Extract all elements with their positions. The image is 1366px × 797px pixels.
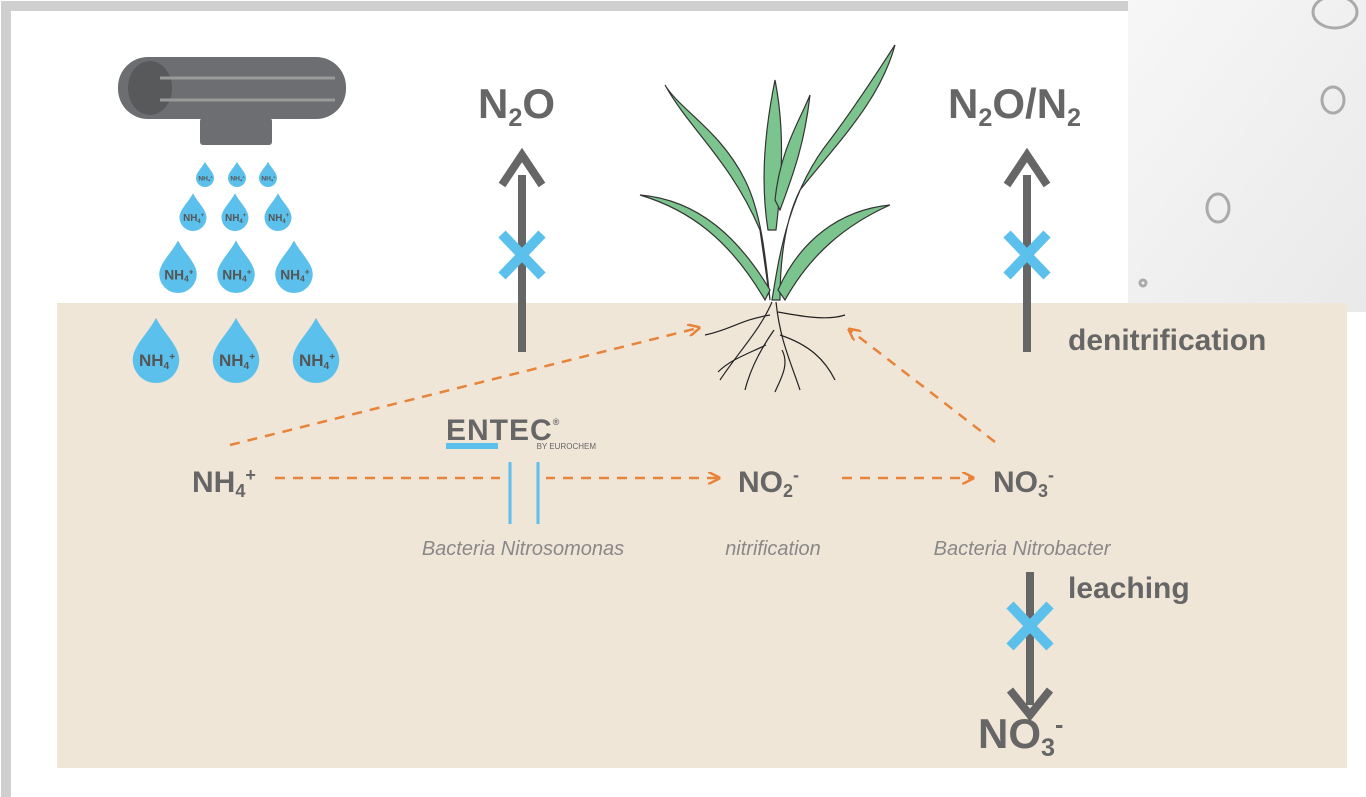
page: NH4+NH4+NH4+NH4+NH4+NH4+NH4+NH4+NH4+NH4+…	[0, 0, 1366, 797]
formula-text: NH	[268, 213, 282, 224]
formula: N2O/N2	[948, 80, 1081, 132]
superscript: +	[243, 214, 247, 220]
bacteria-label: Bacteria Nitrosomonas	[422, 538, 624, 560]
logo-bar	[446, 443, 498, 449]
formula-text: NH	[225, 213, 239, 224]
subscript: 3	[1038, 481, 1048, 501]
formula-text: N	[948, 80, 978, 127]
superscript: +	[286, 214, 290, 220]
sprayer	[118, 57, 346, 145]
formula-text: NH	[230, 175, 240, 182]
formula-text: NH	[139, 351, 164, 370]
formula-text: NH	[222, 267, 242, 282]
superscript: +	[247, 267, 252, 276]
superscript: +	[245, 465, 256, 485]
subscript: 2	[1067, 104, 1081, 132]
formula-text: O	[522, 80, 555, 127]
superscript: +	[249, 352, 255, 363]
superscript: -	[793, 465, 799, 485]
droplet	[265, 193, 292, 231]
formula-text: NH	[261, 175, 271, 182]
formula-text: NH	[299, 351, 324, 370]
formula-text: NH	[183, 213, 197, 224]
subscript: 2	[978, 104, 992, 132]
droplet	[222, 193, 249, 231]
droplet	[180, 193, 207, 231]
superscript: +	[169, 352, 175, 363]
formula-text: NO	[993, 466, 1038, 499]
subscript: 4	[235, 481, 245, 501]
subscript: 2	[783, 481, 793, 501]
subscript: 3	[1041, 734, 1055, 762]
denitrification-label: denitrification	[1068, 324, 1266, 357]
formula-text: NH	[192, 466, 235, 499]
logo-mark: ®	[553, 417, 561, 427]
formula-text: O/N	[992, 80, 1067, 127]
superscript: -	[1055, 711, 1063, 739]
superscript: +	[305, 267, 310, 276]
superscript: +	[329, 352, 335, 363]
formula: N2O	[478, 80, 555, 132]
leaching-label: leaching	[1068, 572, 1190, 605]
formula-text: N	[478, 80, 508, 127]
superscript: -	[1048, 465, 1054, 485]
formula-text: NH	[219, 351, 244, 370]
process-label: nitrification	[725, 538, 821, 560]
logo-tagline: BY EUROCHEM	[537, 442, 597, 451]
diagram: NH4+NH4+NH4+NH4+NH4+NH4+NH4+NH4+NH4+NH4+…	[0, 0, 1366, 797]
subscript: 2	[508, 104, 522, 132]
formula-text: NH	[198, 175, 208, 182]
superscript: +	[189, 267, 194, 276]
formula-text: NH	[164, 267, 184, 282]
droplets: NH4+NH4+NH4+NH4+NH4+NH4+NH4+NH4+NH4+NH4+…	[133, 162, 340, 383]
formula-text: NO	[738, 466, 783, 499]
formula-text: NH	[280, 267, 300, 282]
superscript: +	[201, 214, 205, 220]
bacteria-label: Bacteria Nitrobacter	[934, 538, 1112, 560]
formula-text: NO	[978, 710, 1041, 757]
water-drops-photo	[1128, 0, 1366, 312]
